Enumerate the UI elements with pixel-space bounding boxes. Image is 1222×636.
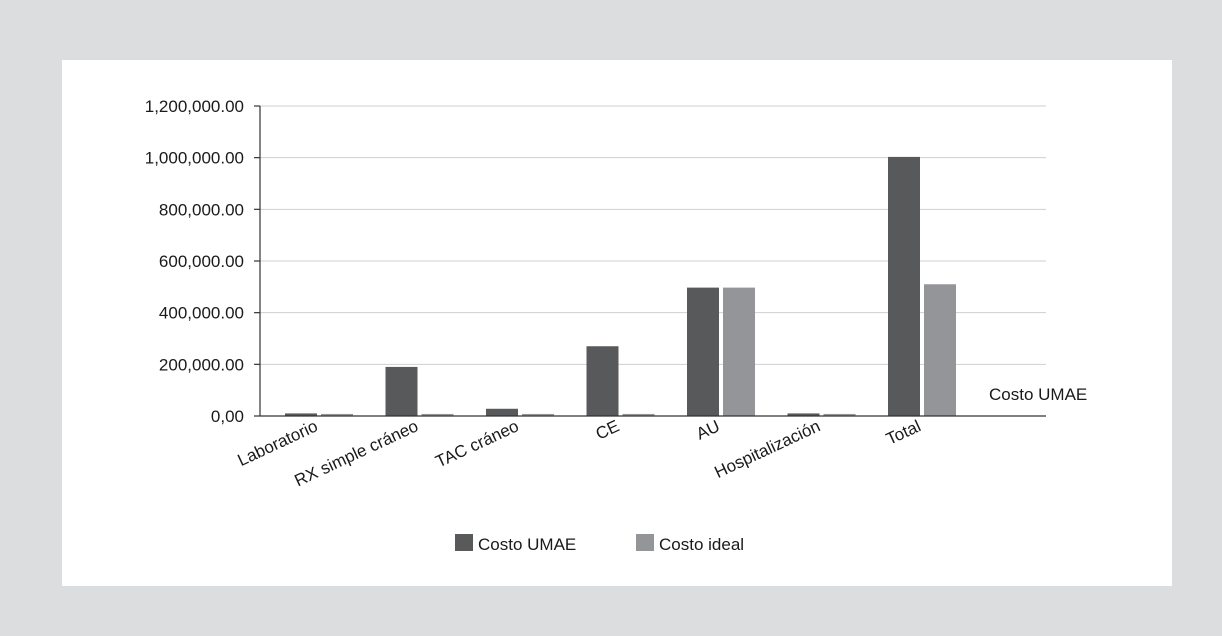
bar-costo-ideal <box>421 413 454 416</box>
bar-costo-umae <box>787 413 820 416</box>
bar-costo-umae <box>486 408 518 416</box>
y-tick-label: 200,000.00 <box>159 355 244 374</box>
legend-swatch <box>636 534 654 551</box>
bar-costo-umae <box>586 346 619 416</box>
bar-costo-umae <box>385 366 418 416</box>
x-category-label: Hospitalización <box>712 416 824 482</box>
y-tick-label: 400,000.00 <box>159 304 244 323</box>
gridlines <box>260 105 1046 365</box>
y-tick-label: 800,000.00 <box>159 200 244 219</box>
y-tick-labels: 0,00 200,000.00 400,000.00 600,000.00 800,00… <box>145 97 260 426</box>
y-tick-label: 1,000,000.00 <box>145 149 244 168</box>
bar-costo-ideal <box>924 284 956 416</box>
x-category-label: CE <box>593 416 622 443</box>
legend-label: Costo UMAE <box>478 535 576 554</box>
bar-costo-umae <box>687 287 719 416</box>
legend-swatch <box>455 534 473 551</box>
bar-costo-ideal <box>522 413 554 416</box>
chart-annotation: Costo UMAE <box>989 385 1087 404</box>
y-tick-label: 600,000.00 <box>159 252 244 271</box>
bar-costo-ideal <box>622 413 655 416</box>
bars <box>285 156 956 416</box>
legend: Costo UMAE Costo ideal <box>455 534 744 554</box>
x-category-label: AU <box>693 416 722 443</box>
x-category-label: Laboratorio <box>235 416 321 470</box>
x-category-label: Total <box>883 416 924 448</box>
bar-costo-ideal <box>321 413 353 416</box>
bar-costo-umae <box>285 413 317 416</box>
bar-costo-ideal <box>723 287 755 416</box>
x-category-label: TAC cráneo <box>433 416 522 471</box>
bar-costo-ideal <box>823 413 856 416</box>
bar-costo-umae <box>888 156 920 416</box>
chart-panel <box>62 60 1172 586</box>
y-tick-label: 1,200,000.00 <box>145 97 244 116</box>
legend-label: Costo ideal <box>659 535 744 554</box>
y-tick-label: 0,00 <box>211 407 244 426</box>
